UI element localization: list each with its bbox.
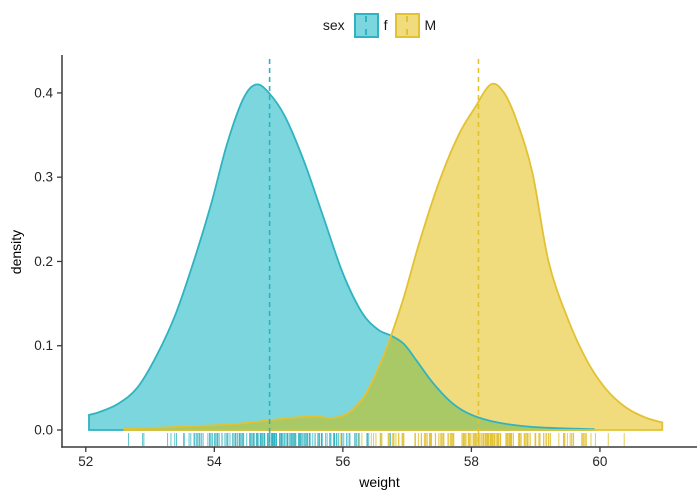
y-tick-label: 0.3: [34, 170, 53, 185]
density-overlap-area: [126, 336, 593, 430]
density-outline-f: [88, 83, 595, 431]
x-tick-label: 54: [207, 454, 223, 469]
dashed-line-icon: [406, 15, 408, 35]
density-area-m: [124, 83, 663, 431]
legend-title: sex: [322, 17, 345, 33]
y-axis-title: density: [8, 229, 24, 275]
legend-key-m-swatch: [394, 12, 420, 38]
x-tick-label: 60: [592, 454, 607, 469]
density-area-f: [88, 84, 594, 430]
y-tick-label: 0.1: [34, 338, 53, 353]
y-tick-label: 0.4: [34, 85, 53, 100]
legend-key-f-swatch: [353, 12, 379, 38]
y-tick-label: 0.2: [34, 254, 53, 269]
x-tick-label: 52: [78, 454, 93, 469]
density-outline-m: [123, 82, 664, 431]
dashed-line-icon: [365, 15, 368, 35]
x-axis-title: weight: [359, 474, 400, 490]
legend: sex f M: [62, 11, 697, 39]
x-tick-label: 56: [335, 454, 350, 469]
legend-label-m: M: [424, 17, 437, 33]
y-tick-label: 0.0: [34, 423, 53, 438]
x-tick-label: 58: [464, 454, 479, 469]
legend-label-f: f: [383, 17, 388, 33]
